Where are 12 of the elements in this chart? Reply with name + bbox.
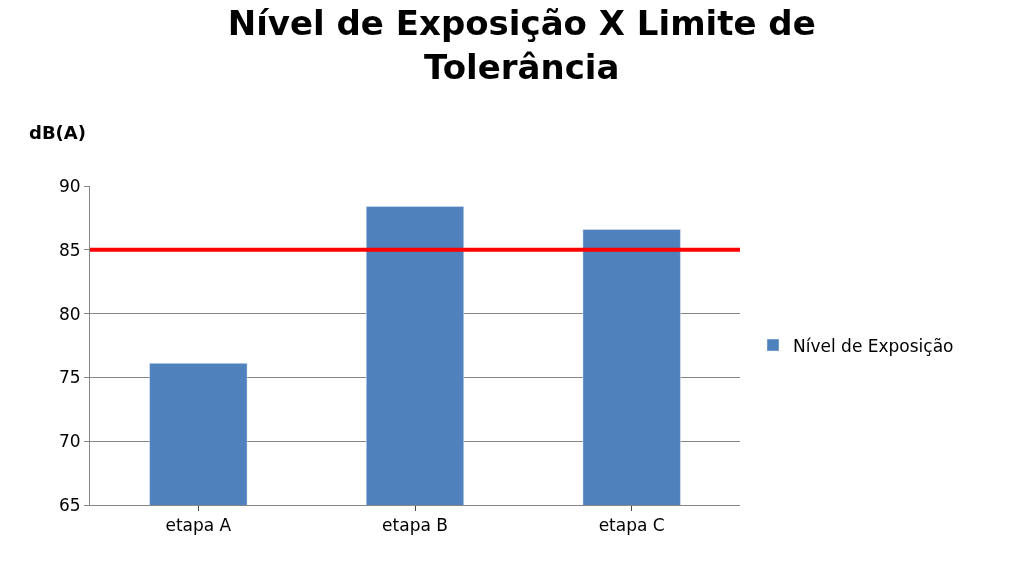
y-tick-label: 90	[58, 175, 81, 196]
chart-title: Nível de Exposição X Limite de Tolerância	[227, 3, 816, 88]
y-tick-label: 85	[58, 239, 81, 260]
y-tick-label: 65	[58, 494, 81, 515]
legend-label: Nível de Exposição	[793, 335, 954, 356]
x-tick-label: etapa A	[165, 515, 232, 536]
y-tick-label: 75	[58, 367, 81, 388]
x-tick-label: etapa B	[382, 515, 448, 536]
y-axis-title: dB(A)	[29, 122, 86, 143]
y-tick-label: 80	[58, 303, 81, 324]
y-tick-label: 70	[58, 431, 81, 452]
x-tick-label: etapa C	[598, 515, 665, 536]
